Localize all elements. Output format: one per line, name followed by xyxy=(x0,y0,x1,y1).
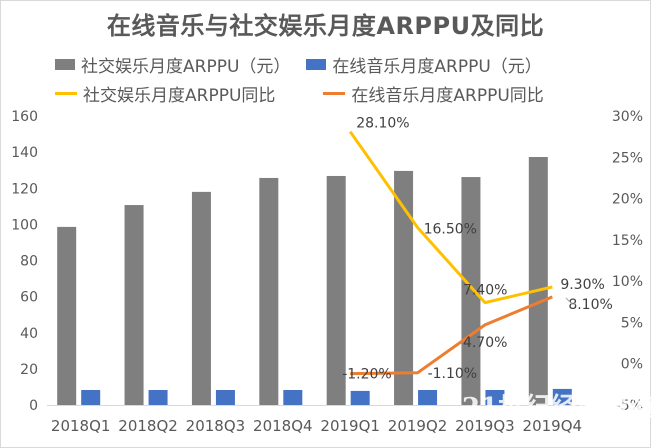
bar-music-arppu xyxy=(485,390,505,405)
left-axis-tick-label: 140 xyxy=(11,145,38,161)
data-label-social-yoy: 9.30% xyxy=(560,277,604,293)
watermark-text: 21世纪经济报道 xyxy=(462,392,651,423)
x-axis-tick-label: 2018Q4 xyxy=(253,417,313,435)
right-axis-tick-label: 25% xyxy=(612,150,643,166)
left-axis-tick-label: 40 xyxy=(20,326,38,342)
left-axis-tick-label: 120 xyxy=(11,181,38,197)
left-axis-tick-label: 20 xyxy=(20,362,38,378)
chart-title: 在线音乐与社交娱乐月度ARPPU及同比 xyxy=(106,12,545,40)
legend-label: 在线音乐月度ARPPU同比 xyxy=(351,86,544,106)
data-label-music-yoy: 4.70% xyxy=(463,335,507,351)
data-label-music-yoy: 8.10% xyxy=(568,297,612,313)
bar-social-arppu xyxy=(57,226,77,405)
legend-item-music-arppu[interactable]: 在线音乐月度ARPPU（元） xyxy=(306,52,542,77)
legend-row-2: 社交娱乐月度ARPPU同比 在线音乐月度ARPPU同比 xyxy=(55,81,560,106)
bar-social-arppu xyxy=(191,191,211,405)
bar-social-arppu xyxy=(461,177,481,405)
legend-swatch-yellow-line xyxy=(55,92,77,95)
legend-swatch-blue xyxy=(306,59,327,70)
bar-social-arppu xyxy=(528,157,548,405)
right-axis-tick-label: -5% xyxy=(616,398,643,414)
bar-social-arppu xyxy=(394,170,414,405)
bar-music-arppu xyxy=(283,390,303,405)
x-axis-tick-label: 2019Q3 xyxy=(455,417,515,435)
legend-swatch-orange-line xyxy=(323,92,346,95)
legend-swatch-gray xyxy=(55,59,75,70)
data-label-leader-line xyxy=(565,297,576,305)
right-axis-tick-label: 30% xyxy=(612,109,643,125)
left-axis-tick-label: 0 xyxy=(29,398,38,414)
data-label-music-yoy: -1.20% xyxy=(342,367,392,383)
legend-label: 社交娱乐月度ARPPU（元） xyxy=(81,57,291,77)
bar-social-arppu xyxy=(326,175,346,405)
legend-item-social-yoy[interactable]: 社交娱乐月度ARPPU同比 xyxy=(55,81,275,106)
left-axis-tick-label: 100 xyxy=(11,217,38,233)
x-axis-tick-label: 2019Q1 xyxy=(320,417,380,435)
x-axis-tick-label: 2019Q4 xyxy=(523,417,583,435)
left-axis-tick-label: 80 xyxy=(20,254,38,270)
legend-row-1: 社交娱乐月度ARPPU（元） 在线音乐月度ARPPU（元） xyxy=(55,52,558,77)
left-axis-tick-label: 60 xyxy=(20,290,38,306)
right-axis-tick-label: 5% xyxy=(621,315,643,331)
right-axis-tick-label: 20% xyxy=(612,192,643,208)
x-axis-tick-label: 2018Q1 xyxy=(51,417,111,435)
line-social-yoy xyxy=(348,130,553,305)
legend-label: 社交娱乐月度ARPPU同比 xyxy=(83,86,276,106)
bar-music-arppu xyxy=(215,390,235,405)
bar-social-arppu xyxy=(124,205,144,405)
data-label-social-yoy: 7.40% xyxy=(463,283,507,299)
data-label-social-yoy: 16.50% xyxy=(424,221,477,237)
legend-label: 在线音乐月度ARPPU（元） xyxy=(332,57,542,77)
bar-social-arppu xyxy=(259,177,279,405)
bar-music-arppu xyxy=(552,388,572,405)
right-axis-tick-label: 10% xyxy=(612,274,643,290)
x-axis-tick-label: 2018Q2 xyxy=(118,417,178,435)
bar-music-arppu xyxy=(148,390,168,405)
bar-music-arppu xyxy=(418,390,438,405)
x-axis-tick-label: 2019Q2 xyxy=(388,417,448,435)
right-axis-tick-label: 15% xyxy=(612,233,643,249)
right-axis-tick-label: 0% xyxy=(621,357,643,373)
legend-item-social-arppu[interactable]: 社交娱乐月度ARPPU（元） xyxy=(55,52,290,77)
bar-music-arppu xyxy=(81,390,101,405)
data-label-music-yoy: -1.10% xyxy=(428,366,478,382)
bar-music-arppu xyxy=(350,390,370,405)
data-label-social-yoy: 28.10% xyxy=(356,116,409,132)
legend-item-music-yoy[interactable]: 在线音乐月度ARPPU同比 xyxy=(323,81,544,106)
x-axis-tick-label: 2018Q3 xyxy=(186,417,246,435)
line-music-yoy xyxy=(350,295,553,376)
left-axis-tick-label: 160 xyxy=(11,109,38,125)
